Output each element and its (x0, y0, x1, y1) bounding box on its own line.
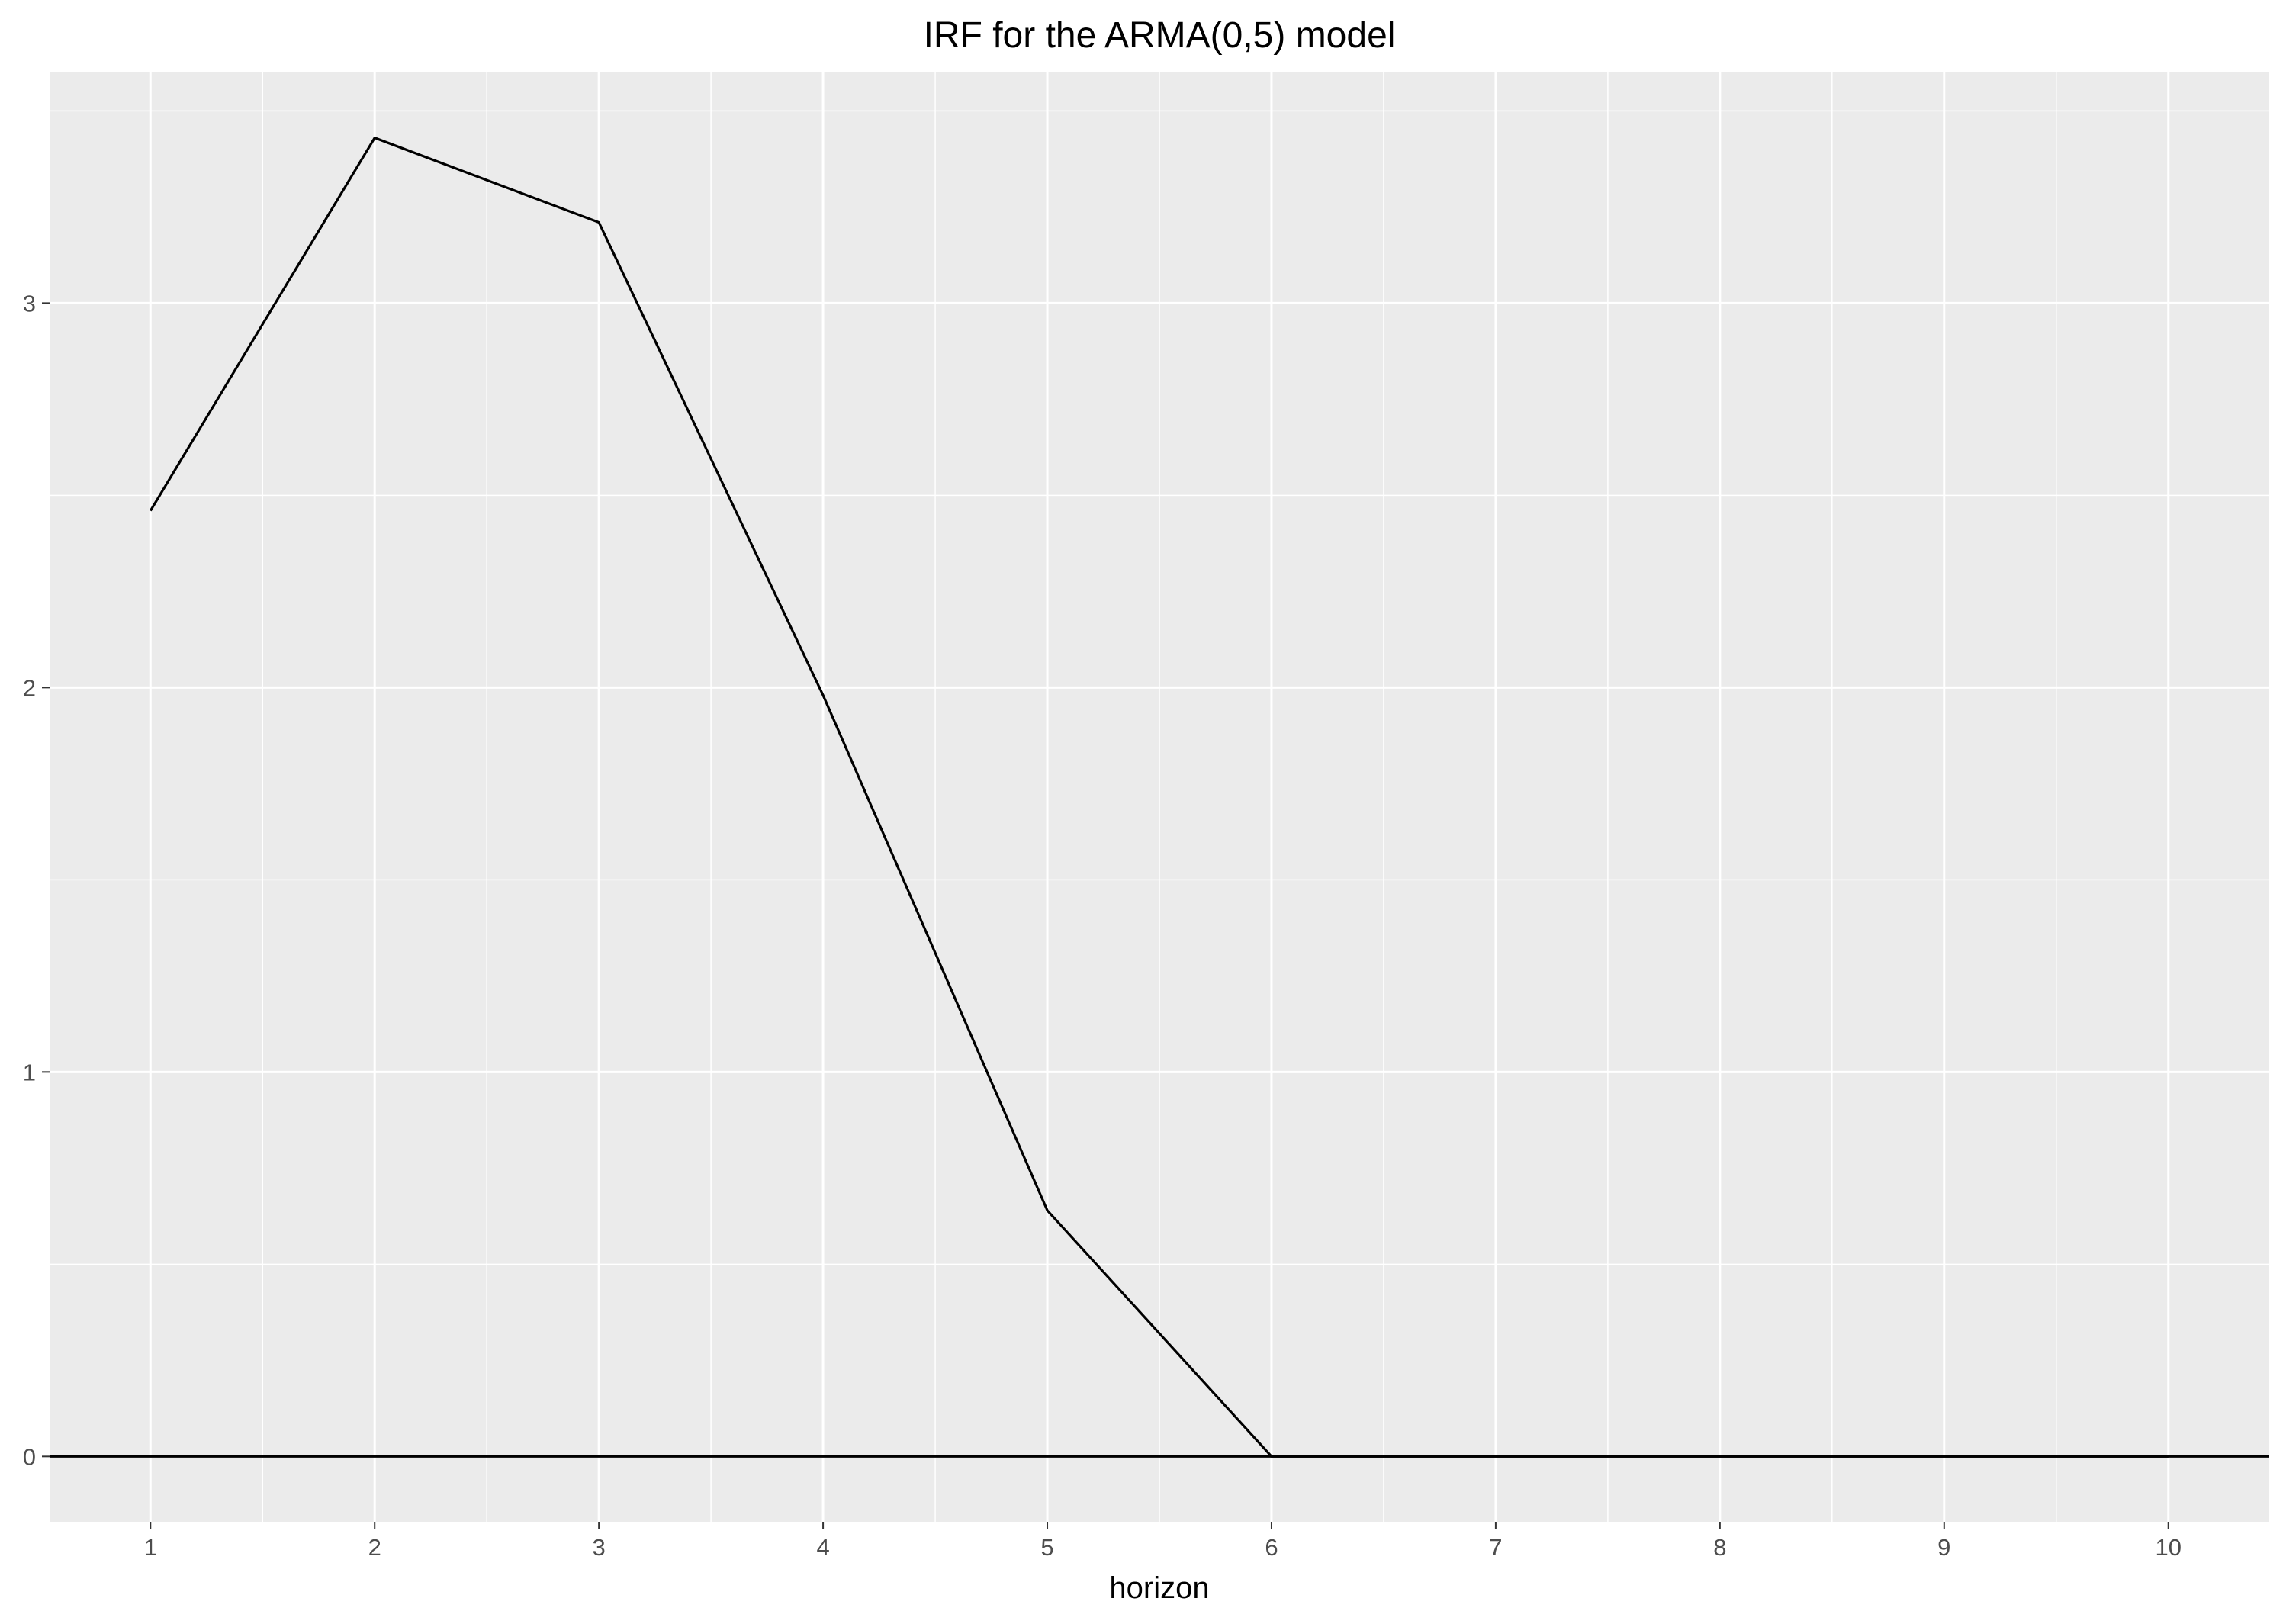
x-tick-label: 8 (1713, 1534, 1726, 1561)
x-tick-label: 2 (368, 1534, 381, 1561)
y-axis-ticks: 0 1 2 3 (23, 290, 50, 1470)
minor-gridlines (50, 72, 2269, 1522)
x-tick-label: 3 (593, 1534, 606, 1561)
x-tick-label: 4 (816, 1534, 829, 1561)
x-tick-label: 10 (2155, 1534, 2181, 1561)
x-tick-label: 9 (1937, 1534, 1950, 1561)
x-axis-ticks: 1 2 3 4 5 6 7 8 9 10 (144, 1522, 2182, 1561)
x-tick-label: 7 (1489, 1534, 1502, 1561)
x-tick-label: 5 (1040, 1534, 1053, 1561)
x-tick-label: 1 (144, 1534, 157, 1561)
y-tick-label: 3 (23, 290, 36, 317)
irf-series-line (149, 137, 2169, 1458)
y-tick-label: 1 (23, 1059, 36, 1085)
chart-title: IRF for the ARMA(0,5) model (924, 15, 1396, 56)
x-tick-label: 6 (1265, 1534, 1278, 1561)
y-tick-label: 2 (23, 674, 36, 701)
x-axis-title: horizon (1109, 1571, 1209, 1605)
y-tick-label: 0 (23, 1443, 36, 1470)
